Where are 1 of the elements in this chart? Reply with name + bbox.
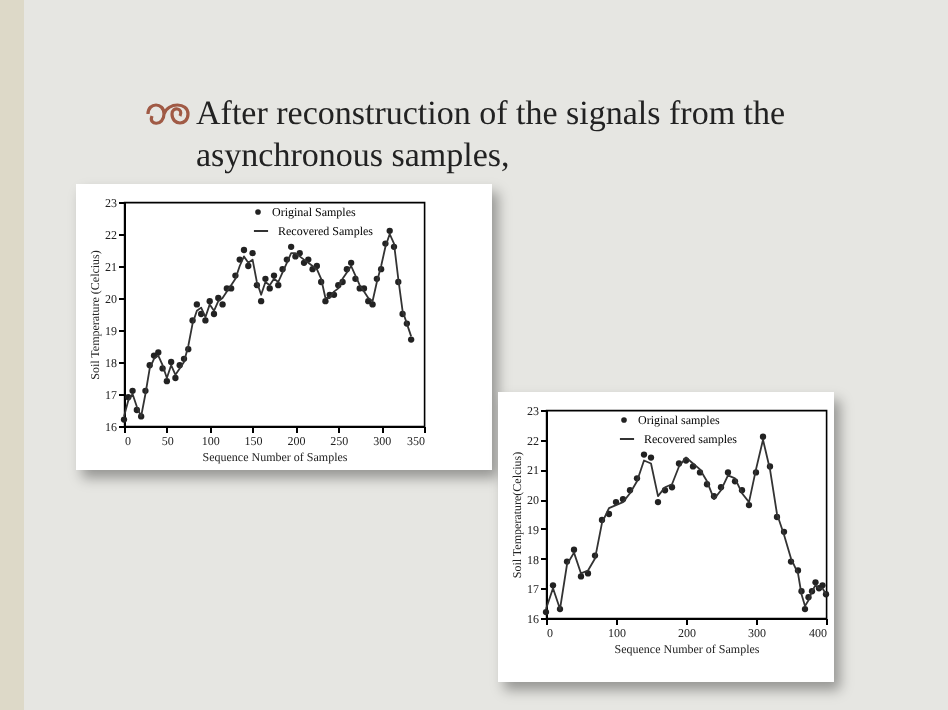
text: After reconstruction of the signals from the asynchronous samples, <box>194 92 788 176</box>
